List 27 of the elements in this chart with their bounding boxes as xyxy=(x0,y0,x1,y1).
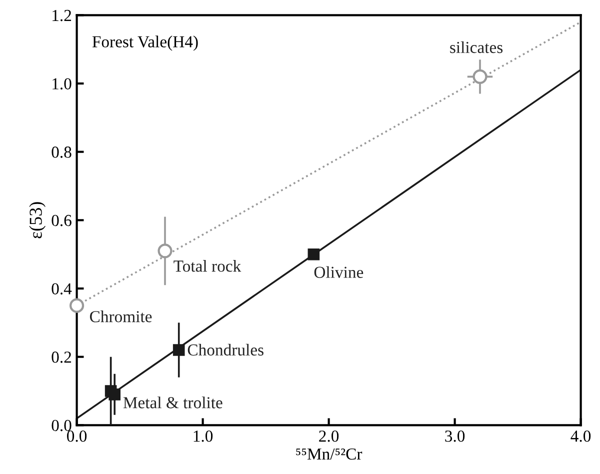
point xyxy=(158,244,172,258)
annotation: Forest Vale(H4) xyxy=(92,36,198,51)
x-tick-label: 4.0 xyxy=(570,430,591,442)
series-label: Chondrules xyxy=(188,344,264,356)
y-tick-label: 0.4 xyxy=(52,283,72,295)
x-axis-title: ⁵⁵Mn/⁵²Cr xyxy=(296,448,362,460)
point xyxy=(172,344,185,356)
series-label: Total rock xyxy=(174,260,242,272)
point xyxy=(472,69,488,84)
series-label: silicates xyxy=(450,41,503,54)
series-label: Metal & trolite xyxy=(123,396,222,408)
x-tick-label: 2.0 xyxy=(319,430,339,442)
series-label: Chromite xyxy=(90,310,152,322)
y-tick-label: 0.8 xyxy=(52,146,72,158)
x-tick-label: 0.0 xyxy=(67,430,87,442)
y-tick-label: 1.2 xyxy=(52,10,72,22)
point xyxy=(308,248,320,260)
y-tick-label: 0.0 xyxy=(52,420,72,432)
y-tick-label: 1.0 xyxy=(52,78,72,90)
point xyxy=(70,298,84,313)
y-tick-label: 0.2 xyxy=(52,352,72,363)
x-tick-label: 3.0 xyxy=(445,430,465,442)
y-tick-label: 0.6 xyxy=(52,214,72,226)
series-label: Olivine xyxy=(314,266,364,278)
y-axis-title: ε(53) xyxy=(29,202,46,238)
point xyxy=(108,388,121,400)
x-tick-label: 1.0 xyxy=(194,430,213,442)
